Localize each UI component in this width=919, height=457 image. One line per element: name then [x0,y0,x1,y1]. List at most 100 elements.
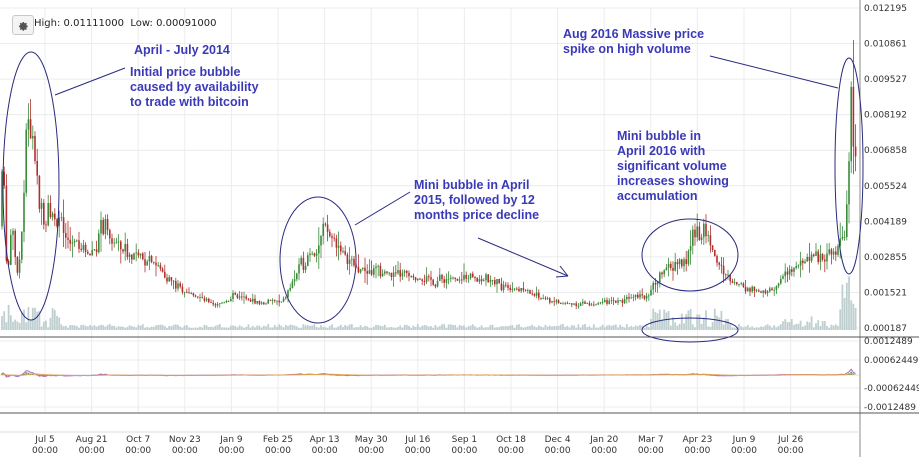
candle-body [76,240,78,242]
volume-bar [414,326,417,330]
candle-body [802,260,804,264]
volume-bar [394,327,397,330]
volume-bar [850,300,853,330]
candle-body [148,255,151,262]
candle-body [289,288,291,291]
candle-body [346,254,349,264]
volume-bar [760,326,762,330]
volume-bar [749,327,751,330]
candle-body [318,245,320,254]
volume-bar [73,325,76,330]
low-label: Low: [130,18,153,29]
candle-body [584,301,586,304]
candle-body [824,259,826,262]
volume-bar [284,324,287,330]
volume-bar [493,327,496,330]
candle-body [722,265,725,275]
volume-bar [126,327,129,330]
volume-bar [724,318,727,330]
candle-body [333,237,335,239]
volume-bar [280,325,283,330]
volume-bar [786,322,789,330]
candle-body [461,279,463,281]
candle-body [773,289,775,291]
candle-body [142,253,144,260]
time-tick-time: 00:00 [638,446,664,456]
candle-body [135,252,137,254]
candle-body [648,295,650,297]
volume-bar [320,325,322,330]
arrow-2016 [709,55,839,89]
candle-body [58,217,60,227]
volume-bar [89,325,91,330]
candle-body [73,240,76,243]
volume-bar [333,327,336,330]
candle-body [533,294,536,296]
candle-body [527,290,529,291]
candle-body [500,283,503,291]
volume-bar [416,324,419,330]
candle-body [106,219,109,230]
volume-bar [478,327,481,330]
candle-body [749,288,751,292]
volume-bar [573,325,575,330]
candle-body [799,260,802,266]
candle-body [447,278,450,280]
volume-bar [628,327,630,330]
candle-body [1,171,3,227]
volume-bar [289,324,292,330]
candle-body [753,286,756,292]
volume-bar [133,326,135,330]
candle-body [544,298,547,299]
candle-body [839,238,841,246]
volume-bar [438,326,441,330]
price-axis[interactable]: 0.012195 0.010861 0.009527 0.008192 0.006858… [864,4,907,334]
candle-body [166,277,168,282]
volume-bar [806,321,809,330]
candle-body [175,280,177,289]
candle-body [25,129,27,193]
volume-bar [86,326,89,330]
candle-body [80,248,82,250]
volume-bar [581,324,584,330]
candle-body [645,295,648,299]
candle-body [542,298,544,299]
volume-bar [740,326,743,330]
volume-bar [401,327,404,330]
volume-bar [652,308,655,330]
volume-bar [848,276,850,330]
candle-body [606,299,608,304]
candle-body [260,302,263,304]
candle-body [155,262,157,266]
candle-body [390,272,393,277]
volume-bar [276,326,278,330]
candle-body [480,279,483,282]
time-tick-date: Jan 9 [219,435,243,445]
volume-bar [104,326,107,330]
volume-bar [623,327,626,330]
candle-body [232,293,234,299]
candle-body [89,253,91,256]
candle-body [758,290,760,292]
volume-bar [168,326,171,330]
candle-body [21,231,23,260]
settings-button[interactable] [12,15,34,35]
candle-body [311,253,313,255]
candle-body [685,259,687,265]
candle-body [386,271,388,273]
volume-bar [564,326,567,330]
volume-bar [548,325,551,330]
volume-bar [773,325,776,330]
candle-body [791,269,793,272]
candle-body [181,286,184,293]
candle-body [777,283,780,287]
candle-body [441,274,443,280]
candle-body [485,274,487,281]
candle-body [293,279,296,282]
candle-body [769,288,771,292]
candle-body [282,298,285,302]
candle-body [599,302,602,304]
candle-body [535,292,538,296]
volume-bar [557,325,560,330]
